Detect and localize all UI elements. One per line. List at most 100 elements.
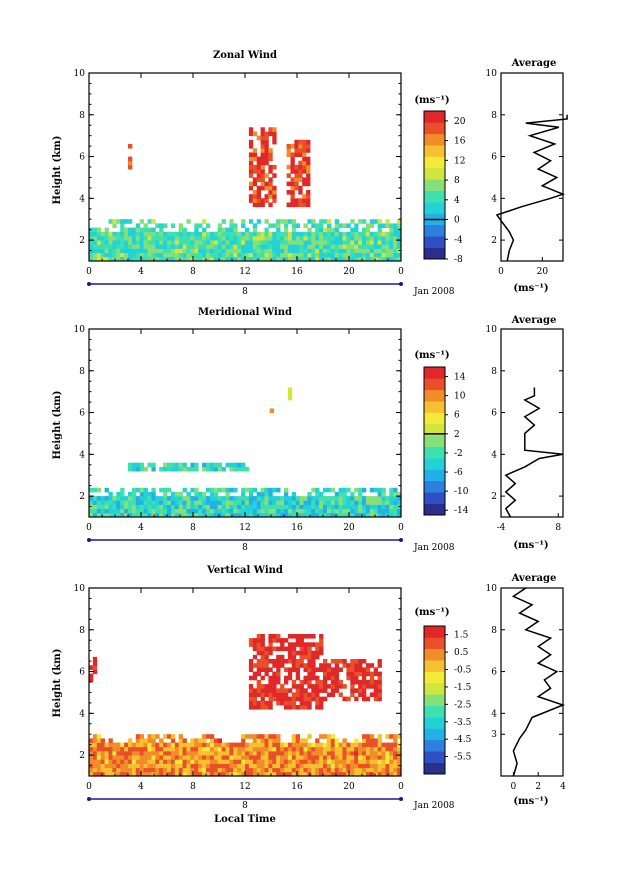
heatmap-cell [135, 746, 141, 752]
heatmap-cell [159, 231, 164, 237]
heatmap-cell [276, 696, 281, 702]
heatmap-cell [393, 767, 398, 773]
y-tick-label: 4 [79, 194, 85, 204]
heatmap-cell [186, 755, 191, 760]
heatmap-cell [194, 771, 199, 777]
heatmap-cell [393, 750, 398, 756]
heatmap-cell [178, 462, 183, 468]
heatmap-cell [302, 152, 307, 157]
heatmap-cell [319, 667, 324, 672]
heatmap-cell [358, 508, 363, 514]
heatmap-cell [96, 504, 102, 510]
heatmap-cell [295, 738, 300, 743]
heatmap-cell [373, 767, 378, 773]
colorbar-swatch [424, 637, 445, 650]
heatmap-cell [377, 235, 382, 241]
heatmap-cell [311, 634, 316, 639]
heatmap-cell [178, 746, 183, 752]
heatmap-cell [272, 750, 277, 756]
heatmap-cell [245, 235, 250, 241]
heatmap-cell [143, 240, 148, 245]
avg-y-tick-label: 4 [491, 709, 497, 719]
colorbar-swatch [424, 133, 445, 146]
heatmap-cell [276, 675, 281, 681]
heatmap-cell [167, 466, 172, 472]
heatmap-cell [217, 248, 222, 254]
heatmap-cell [108, 240, 113, 245]
heatmap-cell [221, 746, 226, 752]
heatmap-cell [178, 755, 183, 760]
heatmap-cell [252, 244, 258, 249]
heatmap-cell [306, 194, 311, 199]
heatmap-cell [124, 759, 129, 764]
heatmap-cell [299, 696, 304, 702]
heatmap-cell [89, 256, 94, 262]
heatmap-cell [287, 244, 293, 249]
heatmap-cell [202, 742, 207, 748]
heatmap-cell [248, 667, 254, 672]
heatmap-cell [268, 767, 273, 773]
heatmap-cell [260, 646, 265, 652]
heatmap-cell [350, 496, 355, 501]
heatmap-cell [135, 227, 141, 233]
heatmap-cell [377, 504, 382, 510]
heatmap-cell [252, 256, 258, 262]
heatmap-cell [326, 684, 332, 689]
heatmap-cell [163, 759, 168, 764]
heatmap-cell [96, 496, 102, 501]
heatmap-cell [326, 675, 332, 681]
heatmap-cell [256, 755, 261, 760]
heatmap-cell [284, 508, 289, 514]
heatmap-cell [135, 767, 141, 773]
heatmap-cell [342, 223, 347, 228]
heatmap-cell [393, 252, 398, 258]
heatmap-cell [268, 240, 273, 245]
heatmap-cell [89, 252, 94, 258]
heatmap-cell [198, 763, 203, 769]
heatmap-cell [385, 750, 390, 756]
heatmap-cell [233, 771, 238, 777]
heatmap-cell [319, 508, 324, 514]
heatmap-cell [365, 256, 371, 262]
heatmap-cell [264, 244, 269, 249]
heatmap-cell [358, 512, 363, 518]
heatmap-cell [342, 256, 347, 262]
heatmap-cell [194, 755, 199, 760]
heatmap-cell [397, 508, 402, 514]
heatmap-cell [221, 755, 226, 760]
heatmap-cell [174, 755, 180, 760]
heatmap-cell [303, 688, 308, 693]
heatmap-cell [303, 500, 308, 505]
heatmap-cell [128, 231, 133, 237]
heatmap-cell [128, 156, 133, 162]
heatmap-cell [377, 734, 382, 739]
heatmap-cell [323, 500, 328, 505]
heatmap-cell [319, 750, 324, 756]
heatmap-cell [241, 252, 246, 258]
heatmap-cell [334, 742, 339, 748]
heatmap-cell [155, 248, 160, 254]
heatmap-cell [186, 244, 191, 249]
heatmap-cell [225, 755, 230, 760]
heatmap-cell [135, 244, 141, 249]
heatmap-cell [260, 240, 265, 245]
heatmap-cell [334, 688, 339, 693]
heatmap-cell [291, 634, 297, 639]
heatmap-cell [330, 771, 336, 777]
heatmap-cell [139, 746, 144, 752]
heatmap-cell [194, 759, 199, 764]
heatmap-cell [365, 496, 371, 501]
heatmap-cell [213, 462, 219, 468]
heatmap-cell [163, 235, 168, 241]
heatmap-cell [291, 767, 297, 773]
heatmap-cell [194, 231, 199, 237]
heatmap-cell [233, 742, 238, 748]
heatmap-cell [100, 738, 105, 743]
heatmap-cell [272, 194, 277, 199]
heatmap-cell [334, 675, 339, 681]
heatmap-cell [342, 738, 347, 743]
heatmap-cell [202, 256, 207, 262]
heatmap-cell [202, 231, 207, 237]
heatmap-cell [291, 646, 297, 652]
